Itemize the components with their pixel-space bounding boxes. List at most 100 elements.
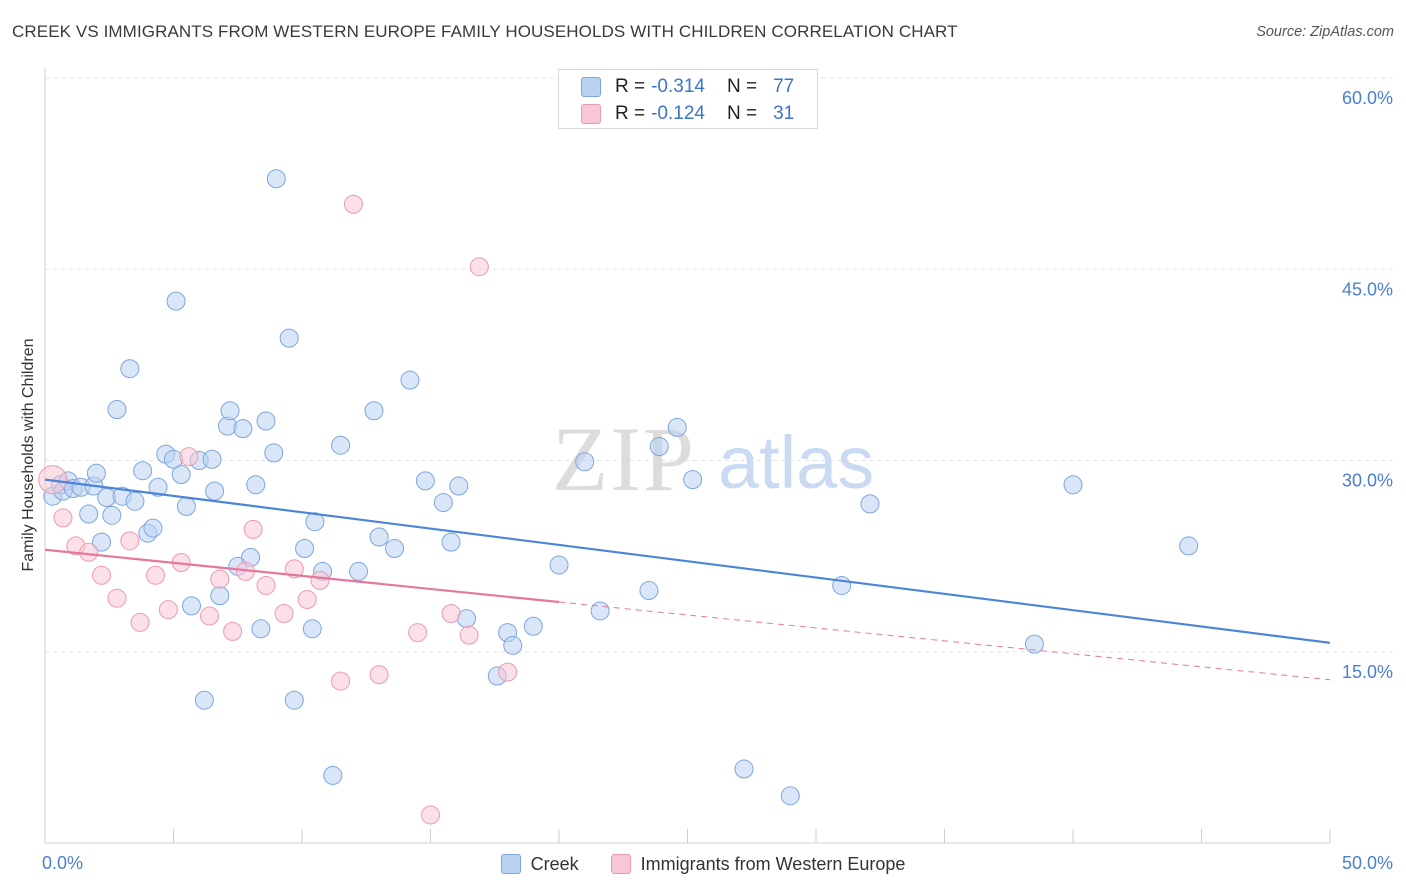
creek-point	[1179, 536, 1199, 556]
immigrants-point	[158, 600, 178, 620]
creek-point	[133, 461, 153, 481]
y-tick-label: 30.0%	[1342, 471, 1393, 491]
immigrants-point	[408, 623, 428, 643]
creek-point	[194, 690, 214, 710]
creek-point	[295, 538, 315, 558]
series-legend-immigrants: Immigrants from Western Europe	[610, 853, 906, 875]
creek-point	[233, 419, 253, 439]
legend-row-creek: R = -0.314 N = 77	[581, 75, 794, 99]
creek-point	[400, 370, 420, 390]
creek-point	[683, 470, 703, 490]
immigrants-trend-line	[44, 548, 560, 604]
creek-point	[323, 765, 343, 785]
creek-point	[364, 401, 384, 421]
immigrants-point	[256, 575, 276, 595]
creek-point	[266, 169, 286, 189]
immigrants-point	[369, 665, 389, 685]
creek-point	[385, 538, 405, 558]
creek-point	[369, 527, 389, 547]
legend-r-label: R =	[615, 103, 646, 124]
y-tick-label: 60.0%	[1342, 88, 1393, 108]
creek-point	[107, 400, 127, 419]
watermark-atlas: atlas	[718, 421, 874, 504]
creek-point	[860, 494, 880, 514]
legend-n-label: N =	[726, 76, 758, 97]
immigrants-point	[243, 519, 263, 539]
series-swatch-creek	[500, 854, 521, 874]
creek-point	[264, 443, 284, 463]
immigrants-point	[343, 194, 363, 214]
creek-point	[120, 359, 140, 379]
x-tick-label-min: 0.0%	[42, 853, 83, 873]
immigrants-point	[146, 565, 166, 585]
immigrants-point	[199, 606, 219, 626]
creek-point	[166, 291, 186, 311]
creek-point	[667, 417, 687, 437]
immigrants-point	[120, 531, 140, 551]
legend-swatch-immigrants	[581, 104, 601, 124]
creek-point	[302, 619, 322, 639]
creek-point	[79, 504, 99, 524]
creek-point	[284, 690, 304, 710]
immigrants-point	[130, 612, 150, 632]
immigrants-point	[421, 805, 440, 825]
legend-r-value: -0.124	[651, 103, 705, 124]
x-tick-marks	[44, 829, 1331, 843]
immigrants-point	[107, 588, 127, 608]
legend-swatch-creek	[581, 77, 601, 97]
creek-point	[102, 505, 122, 525]
creek-point	[246, 475, 266, 495]
y-tick-label: 45.0%	[1342, 279, 1393, 299]
creek-point	[503, 635, 523, 655]
creek-trend-line	[44, 478, 1331, 644]
creek-point	[639, 581, 659, 601]
creek-point	[143, 518, 163, 538]
immigrants-point	[284, 559, 304, 579]
creek-points	[43, 169, 1199, 806]
creek-point	[305, 512, 325, 532]
immigrants-point	[53, 508, 73, 528]
creek-point	[1024, 634, 1044, 654]
creek-point	[210, 586, 230, 606]
creek-point	[205, 481, 225, 501]
creek-point	[415, 471, 435, 491]
series-label-immigrants: Immigrants from Western Europe	[640, 853, 906, 874]
immigrants-point	[92, 565, 112, 585]
creek-point	[331, 435, 351, 455]
y-tick-label: 15.0%	[1342, 662, 1393, 682]
immigrants-point	[210, 569, 230, 589]
series-swatch-immigrants	[610, 854, 631, 874]
immigrants-point	[310, 570, 330, 590]
immigrants-point	[274, 604, 294, 623]
creek-point	[575, 452, 595, 472]
creek-point	[1063, 475, 1083, 495]
creek-point	[449, 476, 469, 496]
creek-point	[86, 463, 106, 483]
immigrants-point	[223, 621, 243, 641]
creek-point	[92, 532, 112, 552]
series-legend-creek: Creek	[500, 854, 579, 875]
creek-point	[433, 493, 453, 513]
y-axis-label: Family Households with Children	[20, 339, 37, 572]
source-credit: Source: ZipAtlas.com	[1256, 24, 1394, 40]
creek-point	[181, 596, 201, 616]
creek-point	[349, 561, 369, 581]
immigrants-point	[179, 447, 199, 467]
watermark: ZIP atlas	[552, 408, 874, 510]
creek-point	[441, 532, 461, 552]
x-tick-label-max: 50.0%	[1342, 853, 1393, 873]
chart-title: CREEK VS IMMIGRANTS FROM WESTERN EUROPE …	[12, 22, 958, 41]
legend-row-immigrants: R = -0.124 N = 31	[581, 102, 794, 126]
creek-point	[251, 619, 271, 639]
immigrants-point	[331, 671, 351, 691]
creek-point	[176, 496, 196, 516]
creek-point	[148, 477, 168, 497]
legend-n-value: 31	[773, 103, 795, 124]
legend-r-value: -0.314	[651, 76, 705, 97]
creek-point	[523, 616, 543, 636]
trend-lines	[44, 478, 1331, 681]
immigrants-point	[79, 542, 99, 562]
y-tick-labels: 15.0% 30.0% 45.0% 60.0%	[1342, 88, 1393, 682]
immigrants-points	[38, 194, 518, 825]
